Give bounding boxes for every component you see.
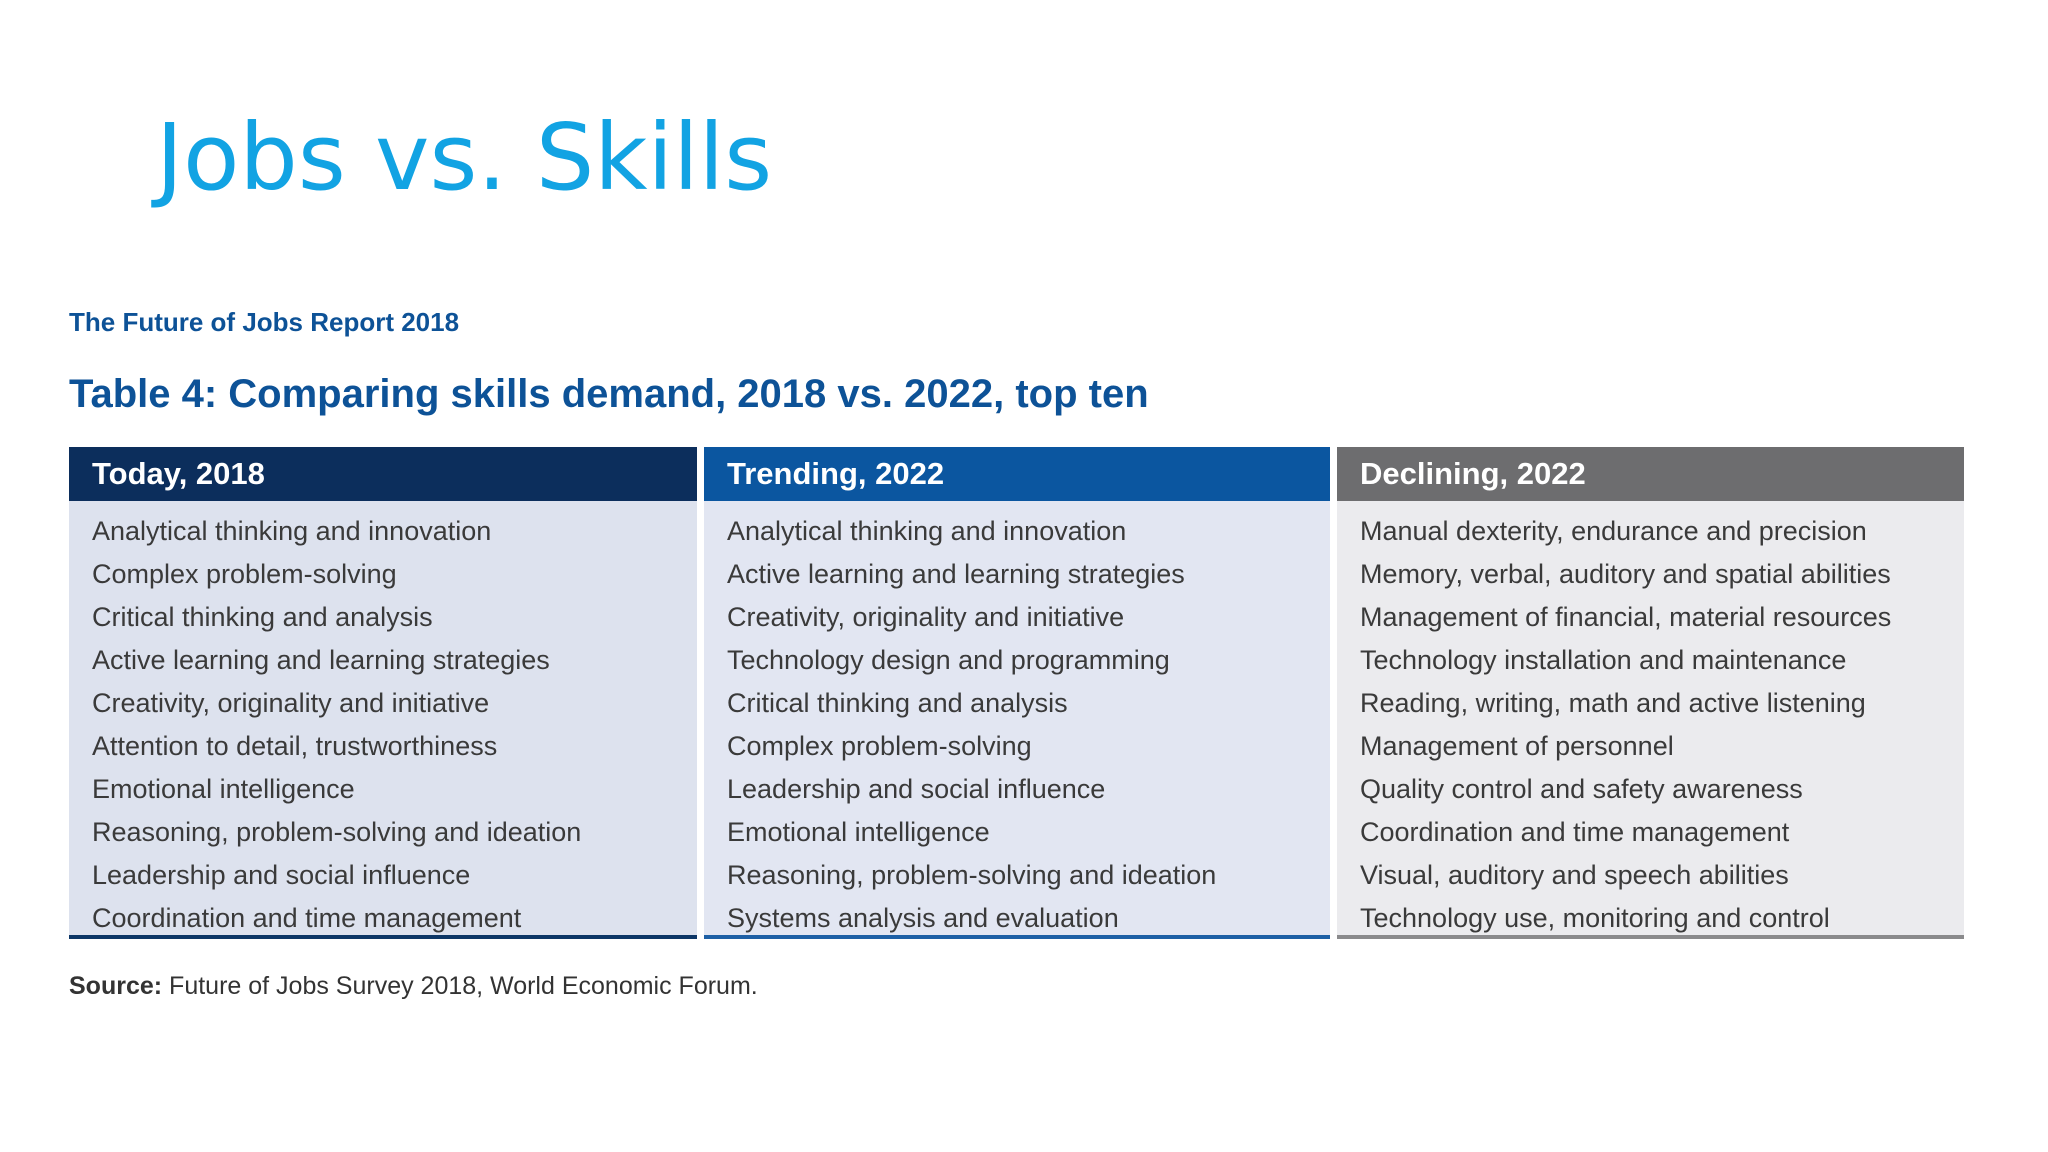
- skill-item: Memory, verbal, auditory and spatial abi…: [1360, 559, 1891, 589]
- column-declining-2022: Declining, 2022 Manual dexterity, endura…: [1337, 447, 1964, 939]
- column-today-2018: Today, 2018 Analytical thinking and inno…: [69, 447, 697, 939]
- skills-table: Today, 2018 Analytical thinking and inno…: [69, 447, 1964, 939]
- skill-list-today: Analytical thinking and innovation Compl…: [69, 501, 697, 940]
- report-label: The Future of Jobs Report 2018: [69, 307, 460, 337]
- skill-item: Analytical thinking and innovation: [727, 516, 1127, 546]
- skill-list-trending: Analytical thinking and innovation Activ…: [704, 501, 1330, 940]
- skill-item: Complex problem-solving: [92, 559, 397, 589]
- slide-title: Jobs vs. Skills: [156, 104, 773, 211]
- skill-item: Management of financial, material resour…: [1360, 602, 1892, 632]
- skill-item: Technology design and programming: [727, 645, 1170, 675]
- skill-item: Reasoning, problem-solving and ideation: [727, 860, 1217, 890]
- skill-item: Manual dexterity, endurance and precisio…: [1360, 516, 1867, 546]
- skill-item: Systems analysis and evaluation: [727, 903, 1119, 933]
- skill-item: Emotional intelligence: [727, 817, 990, 847]
- skill-item: Critical thinking and analysis: [92, 602, 433, 632]
- source-text: Future of Jobs Survey 2018, World Econom…: [169, 972, 758, 1000]
- skill-item: Quality control and safety awareness: [1360, 774, 1803, 804]
- skill-item: Complex problem-solving: [727, 731, 1032, 761]
- skill-item: Visual, auditory and speech abilities: [1360, 860, 1789, 890]
- column-trending-2022: Trending, 2022 Analytical thinking and i…: [704, 447, 1330, 939]
- skill-item: Coordination and time management: [92, 903, 522, 933]
- skill-item: Attention to detail, trustworthiness: [92, 731, 498, 761]
- skill-item: Active learning and learning strategies: [727, 559, 1185, 589]
- skill-item: Coordination and time management: [1360, 817, 1790, 847]
- column-header-declining: Declining, 2022: [1337, 447, 1964, 501]
- skill-item: Management of personnel: [1360, 731, 1674, 761]
- table-caption: Table 4: Comparing skills demand, 2018 v…: [69, 372, 1149, 416]
- skill-item: Active learning and learning strategies: [92, 645, 550, 675]
- column-header-today: Today, 2018: [69, 447, 697, 501]
- column-header-trending: Trending, 2022: [704, 447, 1330, 501]
- source-label: Source:: [69, 972, 163, 1000]
- skill-item: Creativity, originality and initiative: [727, 602, 1125, 632]
- skill-item: Leadership and social influence: [92, 860, 471, 890]
- skill-item: Critical thinking and analysis: [727, 688, 1068, 718]
- skill-item: Technology use, monitoring and control: [1360, 903, 1830, 933]
- skill-list-declining: Manual dexterity, endurance and precisio…: [1337, 501, 1964, 940]
- skill-item: Analytical thinking and innovation: [92, 516, 492, 546]
- skill-item: Emotional intelligence: [92, 774, 355, 804]
- skill-item: Creativity, originality and initiative: [92, 688, 490, 718]
- skill-item: Leadership and social influence: [727, 774, 1106, 804]
- source-line: Source: Future of Jobs Survey 2018, Worl…: [69, 972, 758, 1001]
- skill-item: Reading, writing, math and active listen…: [1360, 688, 1866, 718]
- skill-item: Reasoning, problem-solving and ideation: [92, 817, 582, 847]
- skill-item: Technology installation and maintenance: [1360, 645, 1847, 675]
